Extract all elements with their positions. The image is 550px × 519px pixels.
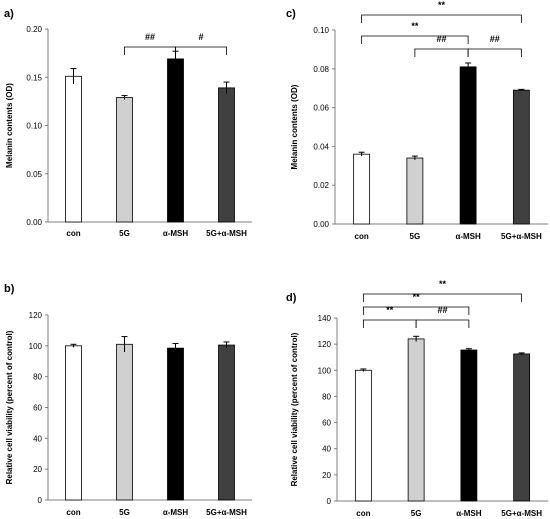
- y-axis-title: Melanin contents (OD): [5, 83, 14, 168]
- y-tick-label: 100: [29, 342, 43, 351]
- y-tick-label: 0.10: [313, 26, 329, 35]
- x-tick-label: α-MSH: [163, 229, 189, 238]
- y-axis-title: Relative cell viability (percent of cont…: [290, 332, 299, 486]
- significance-bracket: [175, 46, 227, 55]
- bar: [407, 338, 425, 502]
- significance-label: **: [411, 21, 419, 31]
- significance-bracket: [124, 46, 176, 55]
- significance-label: **: [438, 0, 446, 10]
- y-tick-label: 80: [33, 373, 42, 382]
- y-tick-label: 0.04: [313, 142, 329, 151]
- y-tick-label: 60: [322, 419, 331, 428]
- bar: [116, 97, 133, 223]
- y-tick-label: 0.00: [26, 218, 42, 227]
- bar: [167, 58, 184, 223]
- y-tick-label: 0.02: [313, 181, 329, 190]
- x-tick-label: α-MSH: [455, 232, 481, 241]
- x-tick-label: con: [66, 508, 80, 517]
- bar: [116, 343, 133, 501]
- x-tick-label: α-MSH: [163, 508, 189, 517]
- y-tick-label: 0.20: [26, 25, 42, 34]
- significance-bracket: [362, 319, 417, 328]
- y-tick-label: 80: [322, 392, 331, 401]
- x-tick-label: 5G+α-MSH: [206, 508, 247, 517]
- chart-panel-4: d) 0 20 40 60 80 100 120 140 Relative cell viabil…: [286, 279, 548, 518]
- significance-label: **: [386, 305, 394, 315]
- bar: [218, 87, 235, 223]
- bar: [353, 153, 371, 225]
- significance-bracket: [415, 319, 470, 328]
- y-tick-label: 120: [29, 311, 43, 320]
- y-tick-label: 0.06: [313, 104, 329, 113]
- y-tick-label: 0: [327, 497, 332, 506]
- panel-label: b): [4, 283, 15, 295]
- y-tick-label: 140: [318, 314, 332, 323]
- bar: [513, 353, 531, 502]
- significance-bracket: [362, 306, 470, 315]
- x-tick-label: 5G+α-MSH: [206, 229, 247, 238]
- y-tick-label: 0.10: [26, 122, 42, 131]
- chart-panel-3: b) 0 20 40 60 80 100 120 Relative cell viability…: [4, 283, 252, 517]
- significance-label: ##: [437, 305, 447, 315]
- y-tick-label: 120: [318, 340, 332, 349]
- x-tick-label: 5G+α-MSH: [501, 509, 542, 518]
- panel-label: d): [286, 292, 297, 304]
- bar: [459, 66, 477, 225]
- x-tick-label: 5G: [119, 229, 130, 238]
- bar: [354, 369, 372, 502]
- significance-bracket: [361, 35, 469, 44]
- y-tick-label: 100: [318, 366, 332, 375]
- y-tick-label: 20: [33, 465, 42, 474]
- significance-bracket: [414, 48, 469, 57]
- panel-label: c): [286, 8, 296, 20]
- y-tick-label: 0.05: [26, 170, 42, 179]
- y-tick-label: 60: [33, 404, 42, 413]
- y-axis-title: Melanin contents (OD): [290, 84, 299, 169]
- bar: [218, 344, 235, 501]
- x-tick-label: 5G: [119, 508, 130, 517]
- bar: [65, 345, 82, 501]
- significance-label: #: [198, 32, 203, 42]
- y-tick-label: 0.08: [313, 65, 329, 74]
- y-axis-title: Relative cell viability (percent of cont…: [5, 330, 14, 484]
- y-tick-label: 40: [33, 434, 42, 443]
- significance-label: ##: [145, 32, 155, 42]
- significance-label: ##: [490, 34, 500, 44]
- bar: [167, 347, 184, 501]
- bar: [65, 75, 82, 223]
- significance-label: ##: [436, 34, 446, 44]
- y-tick-label: 0: [38, 496, 43, 505]
- bar: [512, 89, 530, 225]
- x-tick-label: α-MSH: [456, 509, 482, 518]
- panel-label: a): [4, 8, 14, 20]
- y-tick-label: 40: [322, 445, 331, 454]
- x-tick-label: 5G: [411, 509, 422, 518]
- significance-bracket: [361, 14, 522, 23]
- y-tick-label: 0.15: [26, 73, 42, 82]
- chart-panel-2: c) 0.00 0.02 0.04 0.06 0.08 0.10 Melanin conten…: [286, 0, 548, 241]
- y-tick-label: 20: [322, 471, 331, 480]
- bar: [406, 157, 424, 225]
- x-tick-label: con: [66, 229, 80, 238]
- y-tick-label: 0.00: [313, 220, 329, 229]
- x-tick-label: 5G: [410, 232, 421, 241]
- chart-panel-1: a) 0.00 0.05 0.10 0.15 0.20 Melanin contents (…: [4, 8, 252, 238]
- significance-bracket: [467, 48, 522, 57]
- bar: [460, 349, 478, 502]
- x-tick-label: 5G+α-MSH: [501, 232, 542, 241]
- significance-bracket: [362, 293, 523, 302]
- significance-label: **: [413, 292, 421, 302]
- x-tick-label: con: [356, 509, 370, 518]
- significance-label: **: [439, 279, 447, 289]
- x-tick-label: con: [355, 232, 369, 241]
